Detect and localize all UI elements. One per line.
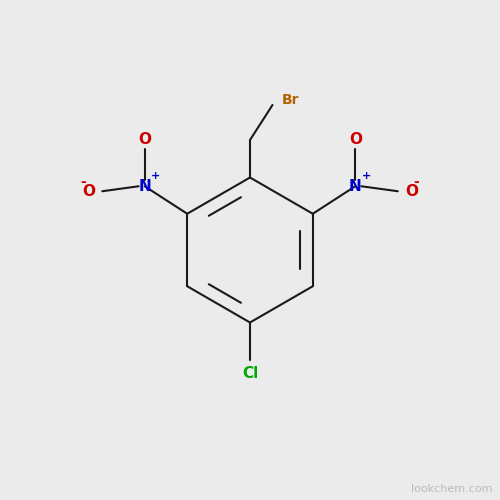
Text: Br: Br — [282, 93, 299, 107]
Text: O: O — [349, 132, 362, 147]
Text: O: O — [405, 184, 418, 198]
Text: -: - — [413, 175, 418, 189]
Text: lookchem.com: lookchem.com — [411, 484, 492, 494]
Text: N: N — [138, 178, 151, 194]
Text: O: O — [138, 132, 151, 147]
Text: Cl: Cl — [242, 366, 258, 381]
Text: +: + — [151, 171, 160, 181]
Text: -: - — [80, 175, 86, 189]
Text: O: O — [82, 184, 95, 198]
Text: N: N — [349, 178, 362, 194]
Text: +: + — [362, 171, 371, 181]
